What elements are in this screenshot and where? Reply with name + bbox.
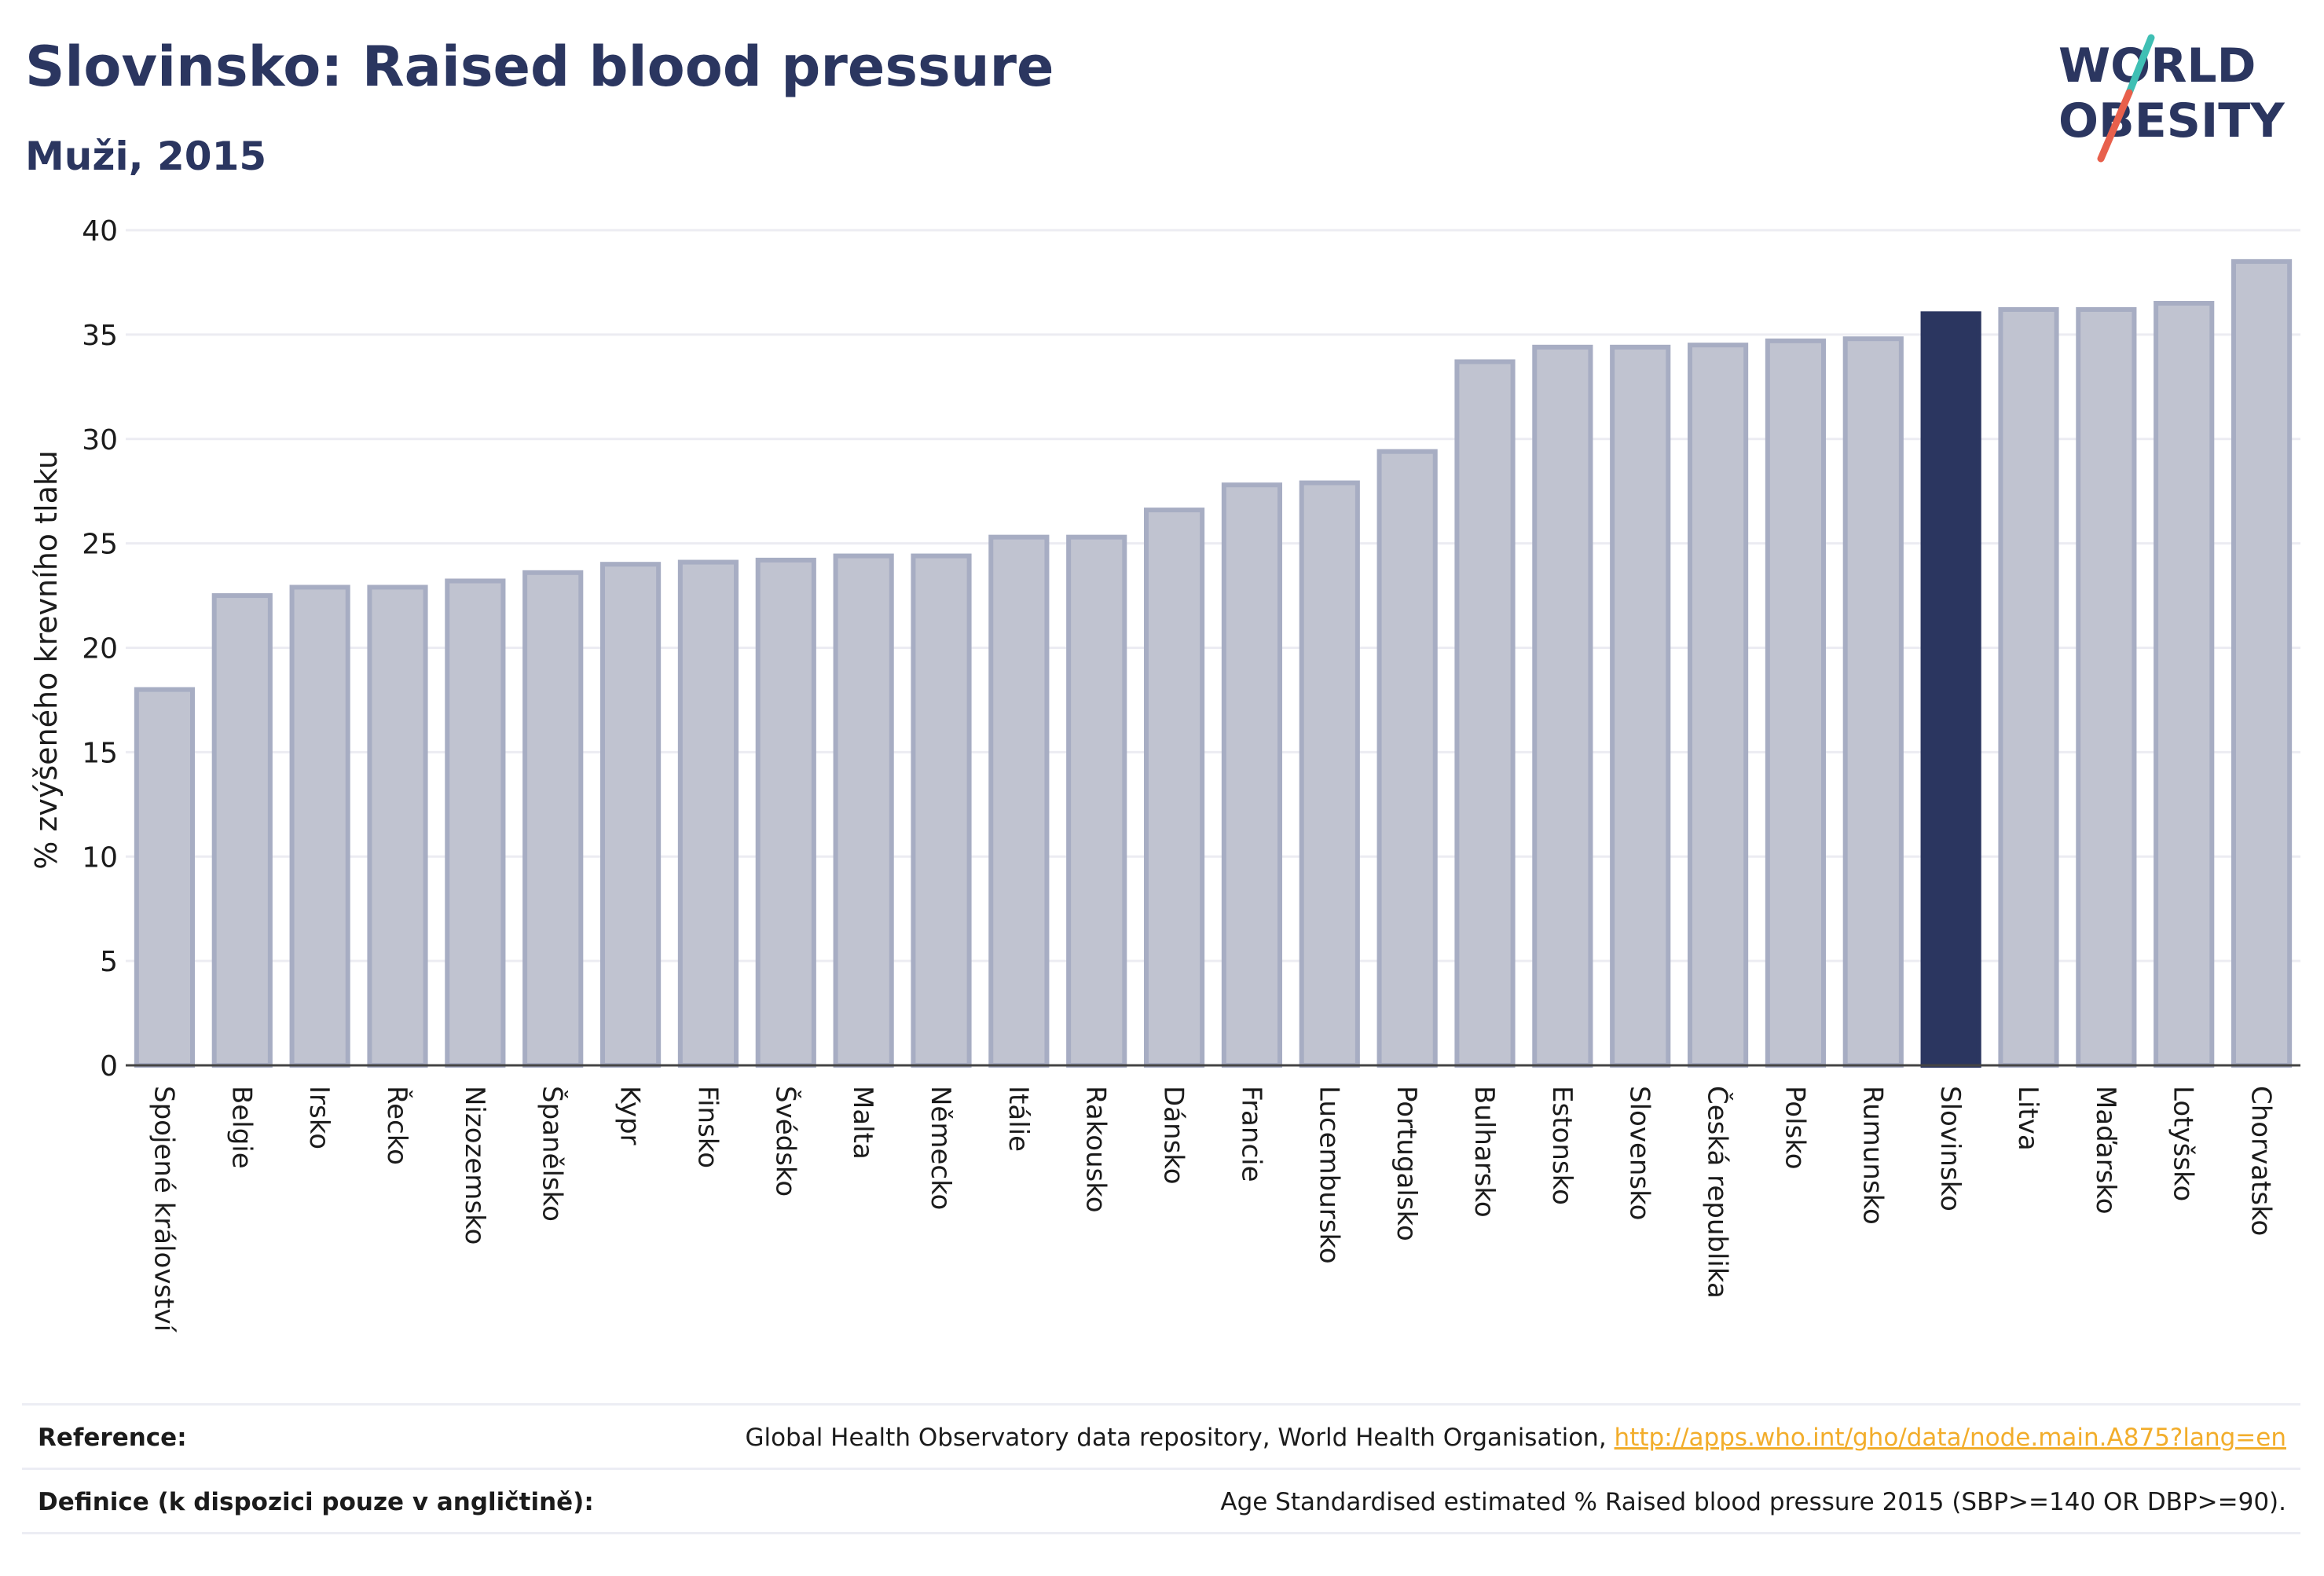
bar-Dánsko[interactable] — [1143, 508, 1205, 1068]
x-tick-label: Chorvatsko — [2245, 1086, 2277, 1236]
logo-slash-teal — [2125, 34, 2155, 97]
footer-divider-bottom — [22, 1532, 2300, 1534]
world-obesity-logo: WORLD OBESITY — [2058, 34, 2286, 163]
logo-line-2: OBESITY — [2058, 93, 2286, 148]
bar-Slovinsko[interactable] — [1920, 311, 1981, 1068]
bar-Švédsko[interactable] — [755, 557, 816, 1068]
x-tick-label: Česká republika — [1702, 1086, 1734, 1299]
definition-label: Definice (k dispozici pouze v angličtině… — [38, 1488, 594, 1516]
y-tick-label: 25 — [82, 529, 118, 561]
bar-Estonsko[interactable] — [1532, 344, 1593, 1068]
x-tick-label: Malta — [847, 1086, 878, 1160]
x-tick-label: Dánsko — [1158, 1086, 1189, 1185]
y-tick-label: 5 — [100, 946, 118, 978]
x-tick-label: Bulharsko — [1468, 1086, 1500, 1218]
reference-row: Reference: Global Health Observatory dat… — [38, 1414, 2286, 1461]
bar-Česká republika[interactable] — [1687, 343, 1749, 1068]
chart-title: Slovinsko: Raised blood pressure — [25, 35, 1054, 99]
x-tick-labels: Spojené království Belgie Irsko Řecko Nizoze… — [148, 1086, 2276, 1333]
bar-Malta[interactable] — [833, 553, 894, 1068]
bar-Spojené království[interactable] — [134, 687, 196, 1068]
reference-value: Global Health Observatory data repositor… — [745, 1414, 2286, 1461]
bar-Maďarsko[interactable] — [2076, 306, 2137, 1068]
bar-Bulharsko[interactable] — [1454, 359, 1516, 1068]
bar-chart: 0 5 10 15 20 25 30 35 40 Spojené království Belgi… — [29, 215, 2300, 1333]
bar-Nizozemsko[interactable] — [445, 578, 506, 1068]
y-tick-label: 35 — [82, 320, 118, 352]
footer-divider-middle — [22, 1468, 2300, 1470]
x-tick-label: Belgie — [225, 1086, 257, 1169]
bar-Kypr[interactable] — [599, 562, 662, 1068]
y-tick-label: 15 — [82, 737, 118, 769]
x-tick-label: Španělsko — [537, 1086, 569, 1222]
x-tick-label: Maďarsko — [2090, 1086, 2121, 1215]
bar-Finsko[interactable] — [677, 559, 739, 1068]
bar-Lotyšsko[interactable] — [2154, 301, 2215, 1068]
reference-label: Reference: — [38, 1424, 187, 1452]
bar-Chorvatsko[interactable] — [2231, 258, 2293, 1068]
x-tick-label: Francie — [1235, 1086, 1266, 1182]
bar-Portugalsko[interactable] — [1376, 449, 1438, 1068]
x-tick-label: Portugalsko — [1391, 1086, 1422, 1241]
definition-value: Age Standardised estimated % Raised bloo… — [1220, 1488, 2286, 1516]
x-tick-label: Irsko — [303, 1086, 335, 1149]
x-tick-label: Řecko — [381, 1086, 413, 1165]
bars-layer — [126, 258, 2300, 1068]
reference-text: Global Health Observatory data repositor… — [745, 1424, 1615, 1452]
x-tick-label: Polsko — [1779, 1086, 1810, 1170]
x-tick-label: Lotyšsko — [2168, 1086, 2199, 1201]
bar-Belgie[interactable] — [211, 593, 273, 1068]
x-tick-label: Nizozemsko — [459, 1086, 490, 1244]
x-tick-label: Itálie — [1003, 1086, 1034, 1152]
x-tick-label: Rakousko — [1080, 1086, 1112, 1213]
x-tick-label: Slovinsko — [1934, 1086, 1966, 1211]
bar-Rumunsko[interactable] — [1842, 336, 1904, 1068]
bar-Slovensko[interactable] — [1610, 344, 1671, 1068]
bar-Rakousko[interactable] — [1066, 534, 1127, 1068]
chart-subtitle: Muži, 2015 — [25, 134, 267, 179]
bar-Irsko[interactable] — [289, 585, 350, 1068]
x-tick-label: Švédsko — [769, 1086, 801, 1197]
x-tick-label: Německo — [925, 1086, 956, 1210]
y-tick-label: 0 — [100, 1050, 118, 1083]
bar-Itálie[interactable] — [988, 534, 1050, 1068]
reference-link[interactable]: http://apps.who.int/gho/data/node.main.A… — [1614, 1424, 2286, 1452]
logo-line-1: WORLD — [2058, 38, 2256, 93]
y-axis-label: % zvýšeného krevního tlaku — [29, 450, 64, 870]
x-tick-label: Rumunsko — [1857, 1086, 1888, 1225]
footer-divider-top — [22, 1403, 2300, 1406]
x-tick-label: Estonsko — [1546, 1086, 1578, 1205]
x-tick-label: Slovensko — [1624, 1086, 1655, 1220]
y-tick-label: 40 — [82, 215, 118, 247]
bar-Litva[interactable] — [1998, 306, 2059, 1068]
bar-Španělsko[interactable] — [522, 570, 584, 1068]
logo-slash-red — [2097, 89, 2133, 163]
bar-Lucembursko[interactable] — [1299, 480, 1360, 1068]
x-tick-label: Spojené království — [148, 1086, 179, 1333]
x-tick-label: Lucembursko — [1313, 1086, 1344, 1264]
x-tick-label: Kypr — [614, 1086, 646, 1145]
x-tick-label: Litva — [2012, 1086, 2044, 1151]
bar-Francie[interactable] — [1221, 482, 1283, 1068]
bar-Polsko[interactable] — [1765, 338, 1827, 1068]
y-tick-label: 10 — [82, 841, 118, 874]
y-tick-label: 20 — [82, 633, 118, 665]
y-tick-label: 30 — [82, 424, 118, 456]
definition-row: Definice (k dispozici pouze v angličtině… — [38, 1479, 2286, 1526]
bar-Řecko[interactable] — [367, 585, 428, 1068]
x-tick-label: Finsko — [691, 1086, 723, 1168]
bar-Německo[interactable] — [911, 553, 972, 1068]
